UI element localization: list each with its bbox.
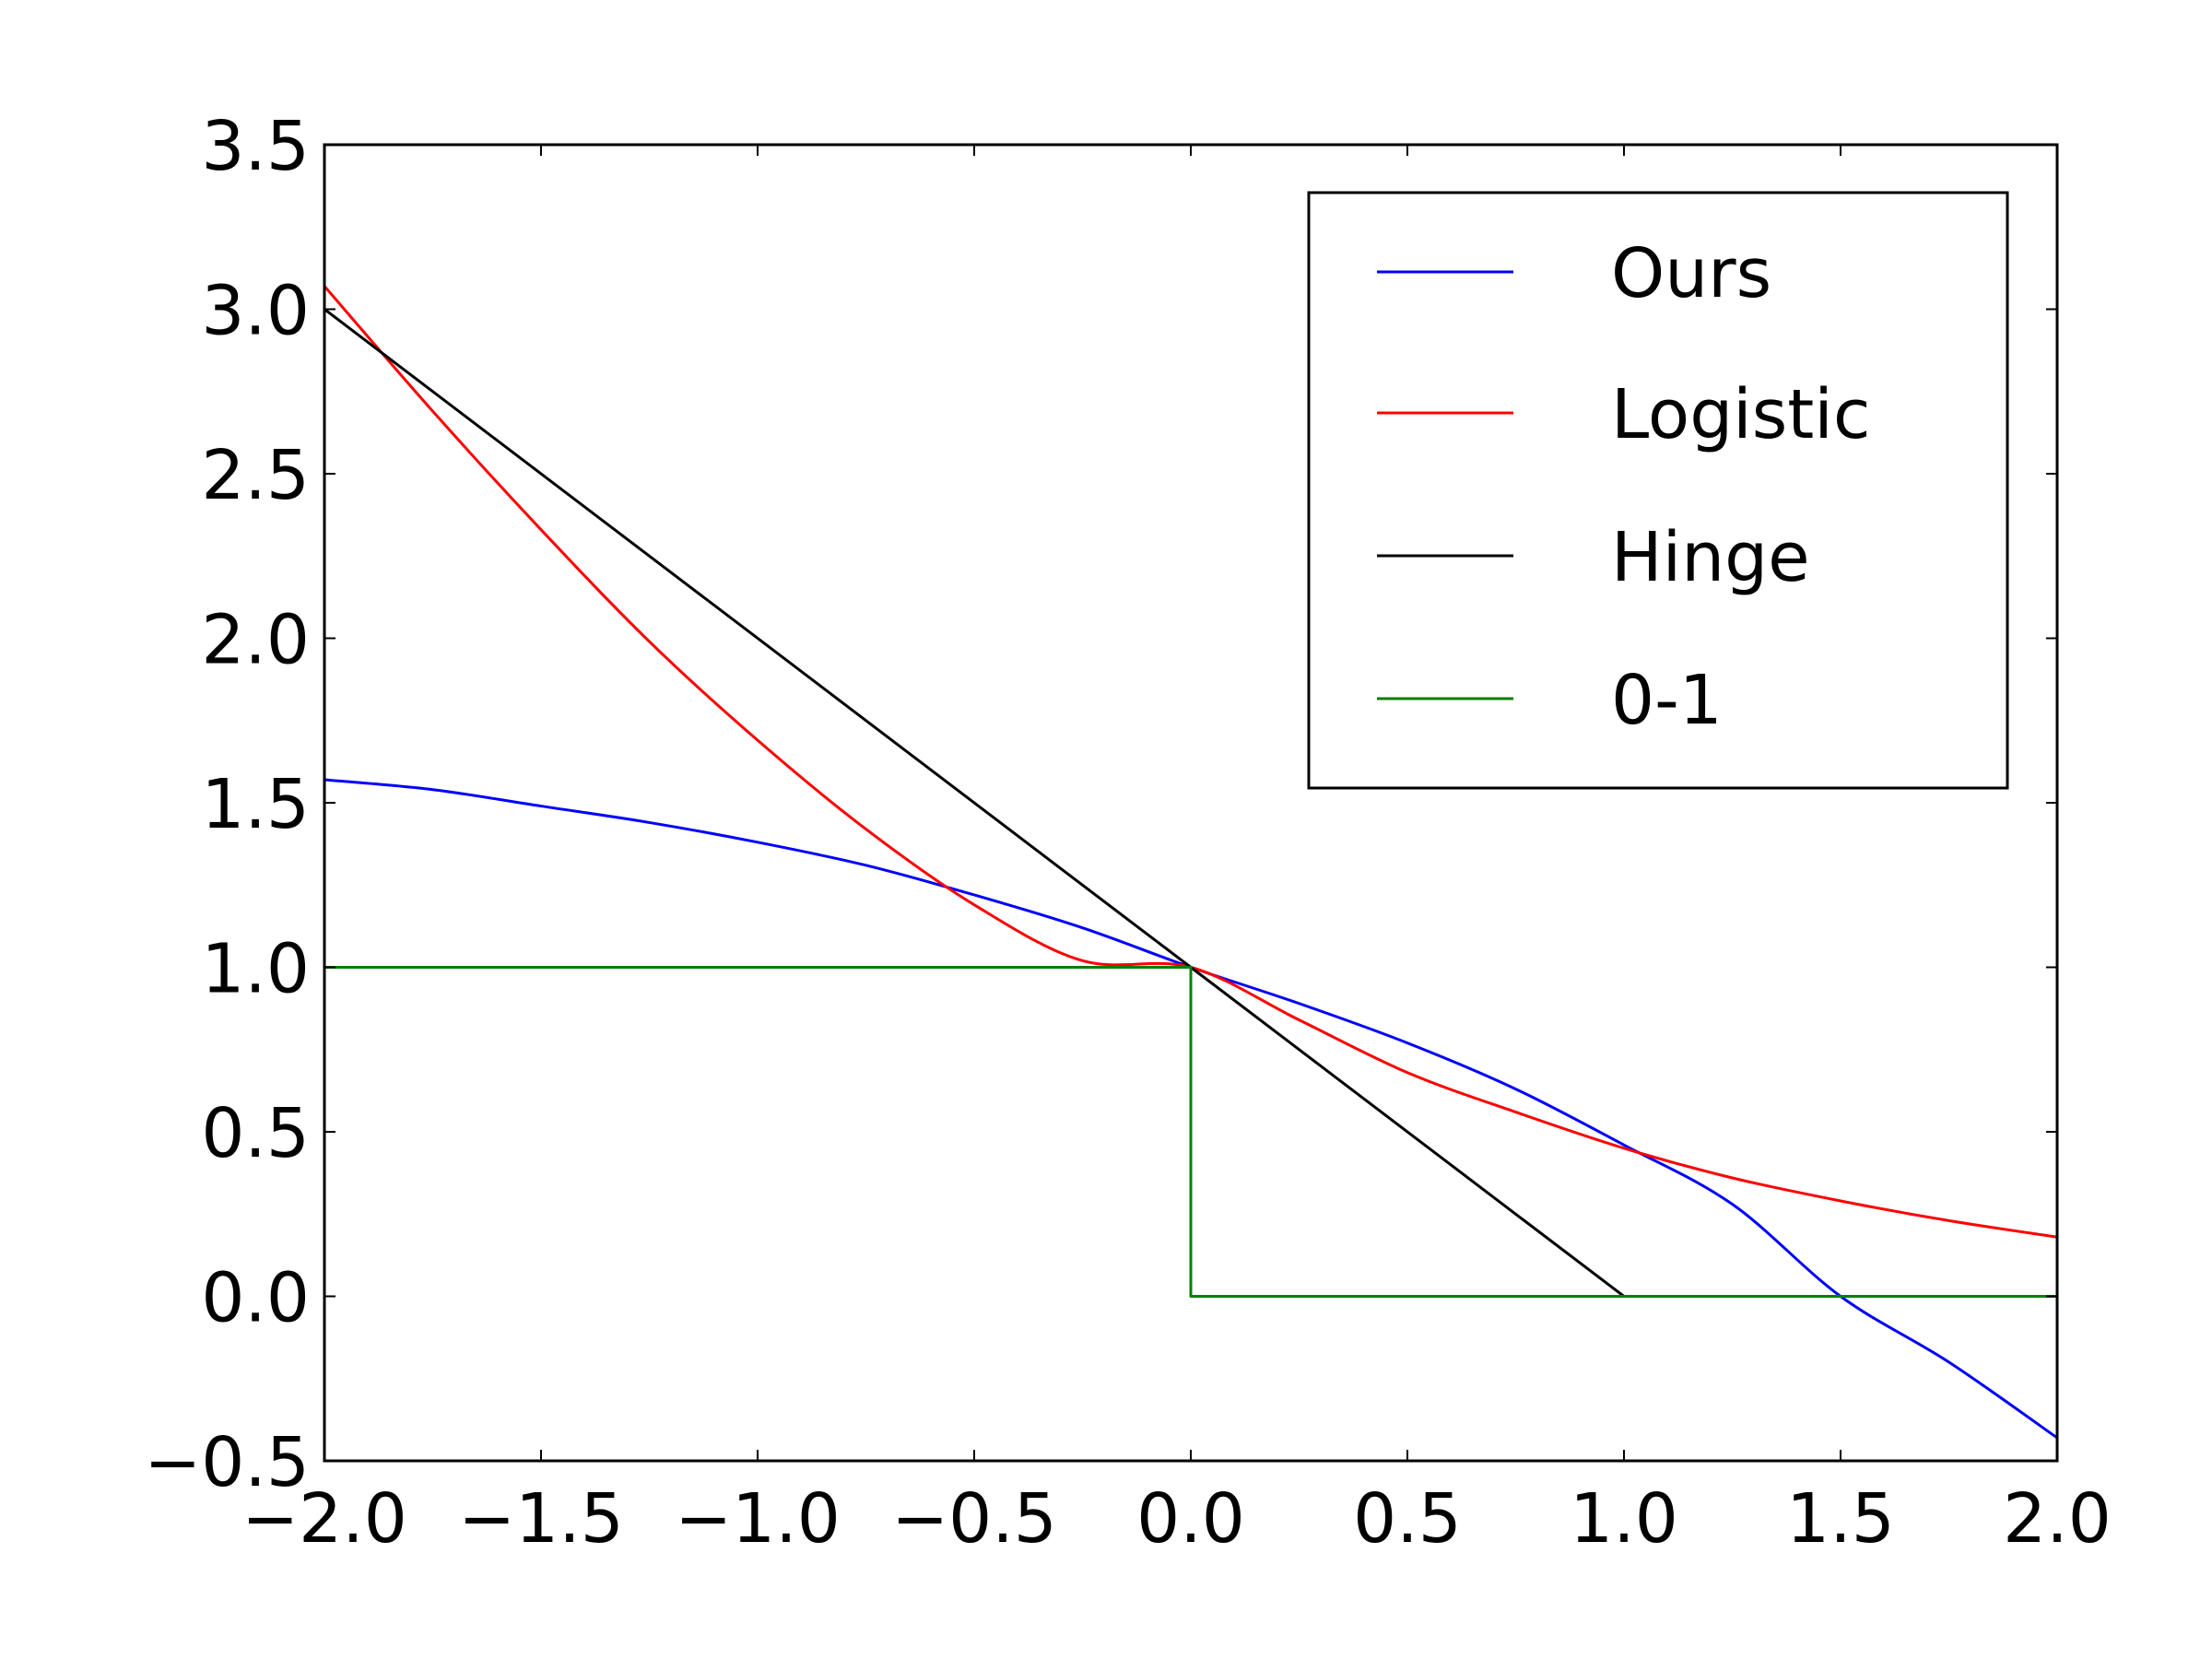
axes: −2.0 −1.5 −1.0 −0.5 0.0 0.5 1.0 1.5 2.0 −0.5 0.0 0.… [144, 107, 2112, 1559]
y-tick-label: 1.5 [201, 765, 310, 844]
y-tick-label: 3.0 [201, 272, 310, 351]
y-tick-label: 2.5 [201, 436, 310, 515]
y-tick-label: 1.0 [201, 930, 310, 1009]
legend-label: 0-1 [1611, 661, 1723, 740]
legend-box [1307, 191, 2009, 790]
x-tick-label: −2.0 [241, 1479, 407, 1559]
y-tick-label: 3.5 [201, 107, 310, 186]
legend-label: Hinge [1611, 518, 1810, 597]
x-tick-label: −1.0 [675, 1479, 841, 1559]
legend-label: Logistic [1611, 375, 1871, 454]
x-tick-label: 0.0 [1136, 1479, 1245, 1559]
x-tick-label: 2.0 [2003, 1479, 2112, 1559]
x-tick-label: 1.0 [1570, 1479, 1678, 1559]
series-line-0-1 [324, 966, 2057, 1298]
y-tick-label: 2.0 [201, 601, 310, 680]
x-tick-label: 0.5 [1353, 1479, 1462, 1559]
y-tick-label: 0.5 [201, 1094, 310, 1173]
y-tick-label: 0.0 [201, 1259, 310, 1338]
x-tick-label: −0.5 [891, 1479, 1057, 1559]
legend: Ours Logistic Hinge 0-1 [1307, 191, 2009, 790]
plot-area [324, 285, 2057, 1440]
series-line-logistic [324, 285, 2057, 1239]
y-tick-label: −0.5 [144, 1423, 310, 1502]
x-tick-label: −1.5 [458, 1479, 624, 1559]
legend-label: Ours [1611, 234, 1771, 313]
x-tick-label: 1.5 [1786, 1479, 1895, 1559]
